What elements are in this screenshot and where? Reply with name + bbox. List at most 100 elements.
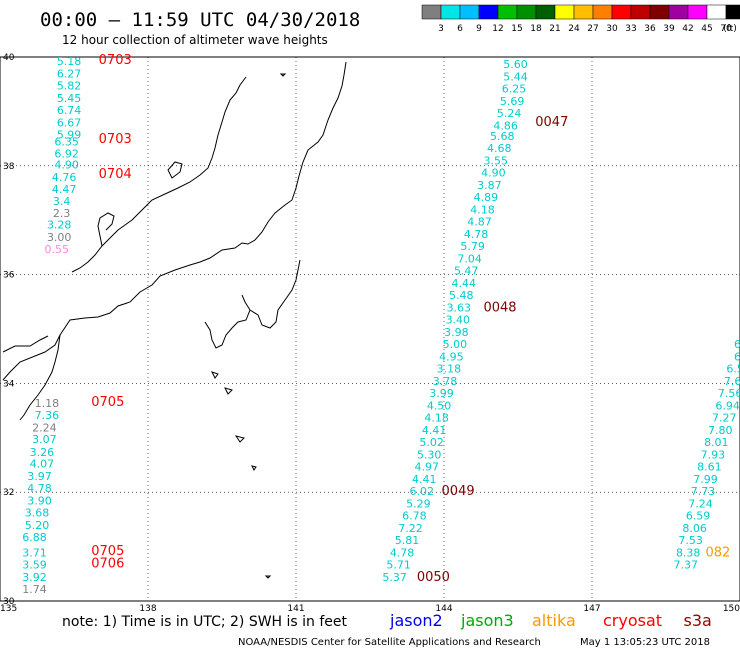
satellite-name: altika <box>532 611 576 630</box>
legend-label: 9 <box>476 24 482 34</box>
legend-swatch <box>725 4 740 20</box>
swh-value-label: 3.78 <box>433 375 458 388</box>
swh-value-label: 6.5 <box>726 363 740 376</box>
swh-value-label: 3.98 <box>444 326 469 339</box>
legend-swatch <box>497 4 518 20</box>
pass-id-label: 0706 <box>91 556 124 571</box>
swh-value-label: 1.74 <box>22 583 47 596</box>
legend-swatch <box>668 4 689 20</box>
pass-id-label: 0705 <box>91 395 124 410</box>
oshima-island <box>224 387 233 395</box>
japan-coastline <box>2 61 347 579</box>
hachijo-island <box>234 435 245 443</box>
swh-value-label: 4.41 <box>422 424 447 437</box>
legend-swatch <box>592 4 613 20</box>
swh-value-label: 5.47 <box>454 265 479 278</box>
shikoku-coast <box>2 335 49 353</box>
lon-tick-label: 138 <box>139 604 156 614</box>
lat-tick-label: 32 <box>3 488 14 498</box>
swh-value-label: 7.22 <box>398 522 423 535</box>
swh-value-label: 0.55 <box>44 243 69 256</box>
swh-value-label: 4.97 <box>414 460 439 473</box>
izu-peninsula <box>204 294 251 349</box>
swh-value-label: 2.24 <box>32 421 57 434</box>
swh-value-label: 4.47 <box>52 183 77 196</box>
swh-value-label: 5.00 <box>443 338 468 351</box>
swh-value-label: 3.63 <box>447 302 472 315</box>
legend-label: 42 <box>682 24 693 34</box>
swh-value-label: 4.44 <box>451 277 476 290</box>
satellite-tracks: 5.186.275.825.456.746.675.996.356.924.90… <box>22 53 740 596</box>
swh-value-label: 2.3 <box>53 207 71 220</box>
swh-value-label: 5.71 <box>386 558 411 571</box>
legend-label: 12 <box>492 24 503 34</box>
swh-value-label: 5.81 <box>395 534 420 547</box>
legend-swatch <box>440 4 461 20</box>
honshu-west-coast <box>71 76 247 273</box>
swh-value-label: 5.69 <box>500 95 525 108</box>
sado-island <box>167 161 183 179</box>
swh-value-label: 4.78 <box>464 228 489 241</box>
lat-tick-label: 40 <box>3 53 15 63</box>
swh-value-label: 3.18 <box>437 363 462 376</box>
noto-peninsula <box>97 212 115 247</box>
legend-swatch <box>554 4 575 20</box>
swh-value-label: 3.68 <box>25 507 50 520</box>
swh-value-label: 3.90 <box>27 495 52 508</box>
satellite-name: cryosat <box>603 611 662 630</box>
lat-tick-label: 30 <box>3 597 15 607</box>
pass-id-label: 0703 <box>99 53 132 68</box>
swh-value-label: 4.50 <box>427 400 452 413</box>
legend-label: 30 <box>606 24 618 34</box>
color-legend: 3 6 9 12 15 18 21 24 27 30 33 36 39 42 45 70(ft) <box>421 4 740 34</box>
swh-value-label: 3.28 <box>47 218 72 231</box>
swh-value-label: 7.24 <box>688 497 713 510</box>
legend-label: 24 <box>568 24 580 34</box>
swh-value-label: 3.97 <box>27 470 52 483</box>
legend-label: 18 <box>530 24 542 34</box>
swh-value-label: 6.02 <box>410 485 435 498</box>
swh-value-label: 7.37 <box>673 558 698 571</box>
swh-value-label: 3.87 <box>477 179 502 192</box>
legend-label: 15 <box>511 24 522 34</box>
swh-value-label: 5.44 <box>503 70 528 83</box>
legend-swatch <box>573 4 594 20</box>
legend-swatch <box>421 4 442 20</box>
swh-value-label: 6.92 <box>54 148 79 161</box>
torishima-island <box>264 575 272 579</box>
swh-value-label: 7.6 <box>724 375 740 388</box>
swh-value-label: 7.93 <box>701 448 726 461</box>
legend-label: (ft) <box>723 24 737 34</box>
swh-value-label: 4.18 <box>424 411 449 424</box>
pass-id-label: 0049 <box>442 484 475 499</box>
swh-value-label: 3.92 <box>22 571 47 584</box>
swh-value-label: 3.99 <box>429 387 454 400</box>
legend-label: 36 <box>644 24 656 34</box>
map-frame <box>0 56 740 602</box>
small-island-north <box>279 73 287 77</box>
swh-value-label: 5.99 <box>57 129 82 142</box>
swh-value-label: 4.68 <box>487 142 512 155</box>
swh-value-label: 5.48 <box>449 289 474 302</box>
swh-value-label: 4.90 <box>481 167 506 180</box>
swh-value-label: 6 <box>734 351 740 364</box>
aogashima-island <box>251 465 257 471</box>
swh-value-label: 4.89 <box>474 191 499 204</box>
legend-swatch <box>535 4 556 20</box>
lon-tick-label: 147 <box>583 604 600 614</box>
legend-swatch <box>630 4 651 20</box>
legend-swatch <box>459 4 480 20</box>
lat-tick-label: 34 <box>3 379 15 389</box>
legend-label: 45 <box>701 24 712 34</box>
legend-label: 39 <box>663 24 675 34</box>
swh-value-label: 1.18 <box>35 397 60 410</box>
swh-value-label: 8.01 <box>704 436 729 449</box>
swh-value-label: 6.27 <box>57 68 82 81</box>
swh-value-label: 5.30 <box>417 448 442 461</box>
swh-value-label: 5.20 <box>25 519 50 532</box>
pass-id-label: 0050 <box>417 570 450 585</box>
satellite-legend: jason2 jason3 altika cryosat s3a <box>389 611 712 630</box>
satellite-name: s3a <box>684 611 712 630</box>
swh-value-label: 4.86 <box>493 119 518 132</box>
